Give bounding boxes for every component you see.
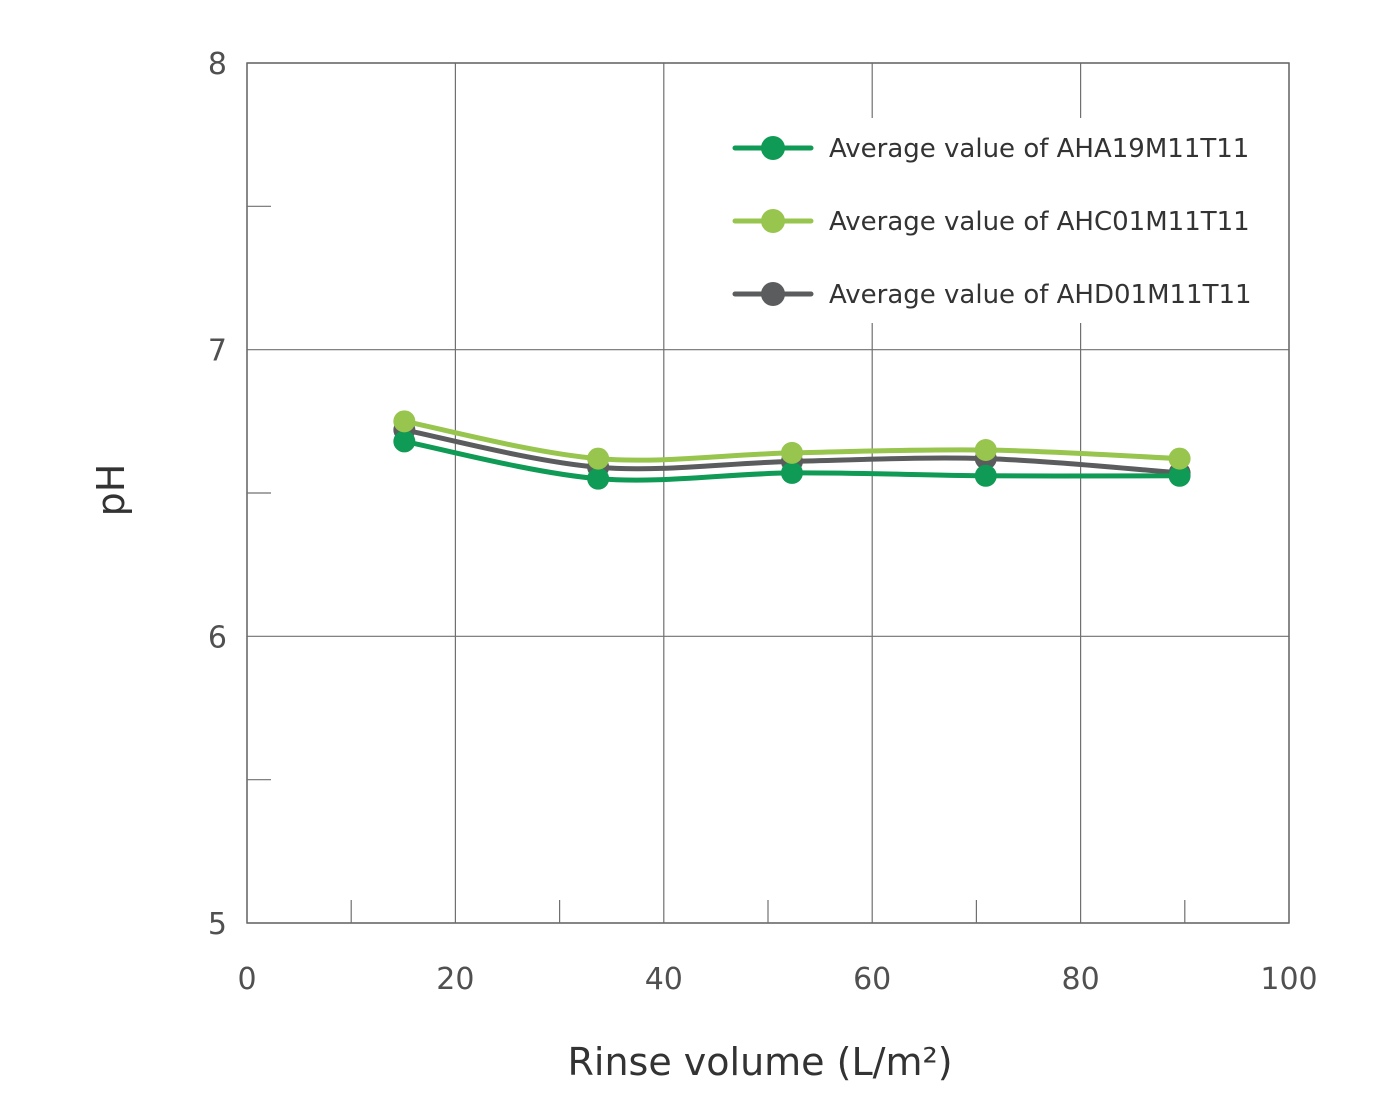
legend-item: Average value of AHD01M11T11 [732,280,1252,310]
legend-swatch-marker [761,209,785,233]
x-tick-label: 40 [645,962,683,997]
y-tick-label: 5 [208,907,227,942]
y-axis-title: pH [89,464,133,517]
y-tick-label: 8 [208,47,227,82]
x-tick-label: 80 [1062,962,1100,997]
x-tick-label: 60 [853,962,891,997]
y-tick-label: 7 [208,334,227,369]
y-tick-label: 6 [208,620,227,655]
legend-item: Average value of AHC01M11T11 [732,207,1250,237]
x-tick-label: 0 [237,962,256,997]
data-point [587,447,610,470]
x-tick-label: 20 [436,962,474,997]
minor-ticks [247,205,1186,923]
data-point [1168,447,1191,470]
data-point [974,439,997,461]
data-point [587,467,610,490]
data-point [393,410,416,433]
legend-label: Average value of AHC01M11T11 [829,207,1250,237]
series-1 [393,430,1191,490]
data-point [393,430,416,453]
series-2 [393,410,1191,470]
x-axis-tick-labels: 0 20 40 60 80 100 [237,962,1317,997]
legend-item: Average value of AHA19M11T11 [732,134,1249,164]
data-point [974,464,997,487]
legend-swatch-marker [761,282,785,306]
legend: Average value of AHA19M11T11 Average valu… [722,118,1252,323]
x-axis-title: Rinse volume (L/m²) [567,1040,952,1084]
data-point [780,441,803,464]
x-tick-label: 100 [1260,962,1317,997]
data-point [1168,464,1191,487]
y-axis-tick-labels: 5 6 7 8 [208,47,227,942]
series [393,410,1191,490]
data-point [780,461,803,484]
legend-label: Average value of AHD01M11T11 [829,280,1252,310]
legend-label: Average value of AHA19M11T11 [829,134,1249,164]
legend-swatch-marker [761,136,785,160]
